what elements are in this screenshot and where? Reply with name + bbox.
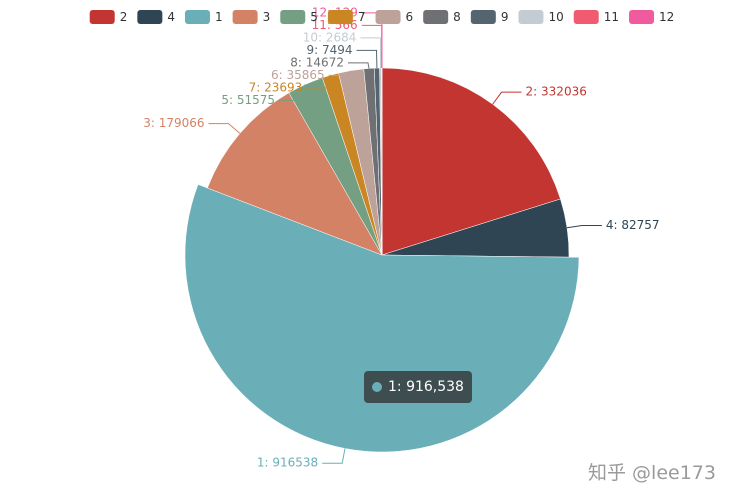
tooltip: 1: 916,538 [364,371,472,403]
label-line [360,37,382,69]
legend-label: 4 [167,10,175,24]
legend-label: 11 [604,10,619,24]
legend: 2 4 1 3 5 7 6 8 9 10 11 12 [89,10,674,24]
watermark: 知乎 @lee173 [588,462,716,484]
legend-swatch [573,10,599,24]
legend-swatch [184,10,210,24]
label-line [361,24,383,69]
legend-label: 5 [310,10,318,24]
legend-label: 9 [501,10,509,24]
label-line [306,75,331,89]
legend-swatch [423,10,449,24]
legend-swatch [232,10,258,24]
legend-swatch [137,10,163,24]
pie-slice [381,67,561,256]
label-line [328,70,352,76]
data-label: 5: 51575 [221,93,275,107]
legend-label: 1 [215,10,223,24]
data-label: 2: 332036 [526,85,587,99]
label-line [566,225,602,229]
data-label: 10: 2684 [303,30,357,44]
data-label: 6: 35865 [271,68,325,82]
label-line [322,448,346,464]
pie-slice [184,184,580,453]
legend-swatch [470,10,496,24]
legend-label: 2 [120,10,128,24]
legend-label: 7 [358,10,366,24]
data-label: 1: 916538 [257,456,318,470]
label-line [492,91,522,105]
tooltip-text: 1: 916,538 [388,379,464,395]
label-line [208,123,241,134]
data-label: 8: 14672 [290,55,344,69]
label-line [356,49,378,69]
legend-label: 6 [406,10,414,24]
data-label: 9: 7494 [306,43,352,57]
legend-label: 8 [453,10,461,24]
legend-swatch [327,10,353,24]
legend-swatch [518,10,544,24]
legend-label: 10 [548,10,563,24]
data-label: 7: 23693 [249,80,303,94]
legend-swatch [629,10,655,24]
tooltip-marker [372,382,382,392]
legend-swatch [89,10,115,24]
legend-swatch [375,10,401,24]
data-label: 3: 179066 [143,116,204,130]
legend-label: 12 [659,10,674,24]
legend-label: 3 [263,10,271,24]
label-line [279,84,306,101]
legend-swatch [280,10,306,24]
data-label: 4: 82757 [606,218,660,232]
label-line [347,62,370,69]
